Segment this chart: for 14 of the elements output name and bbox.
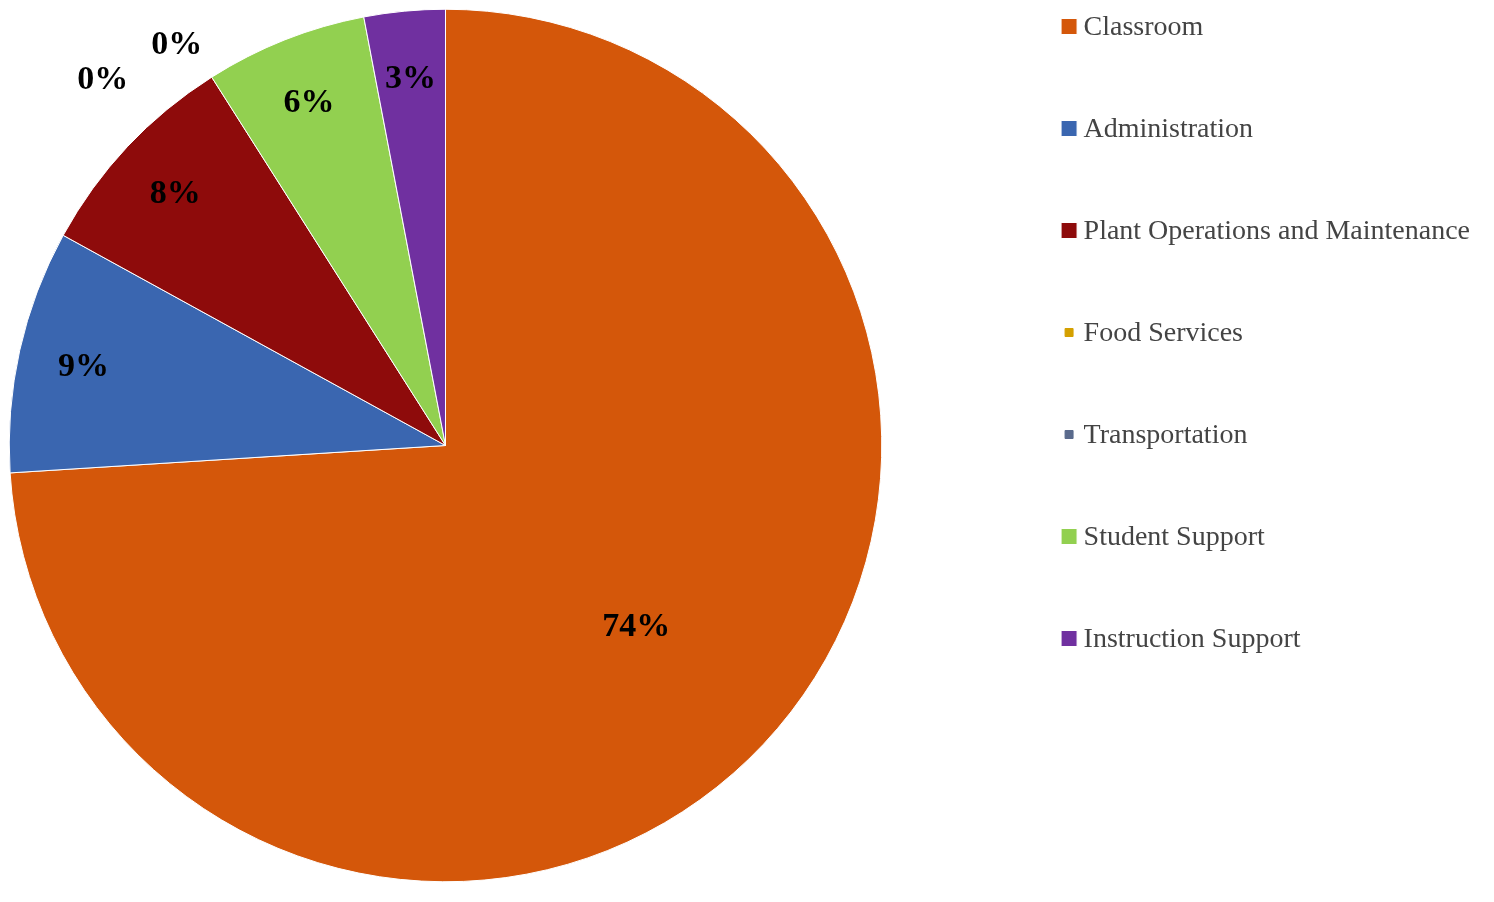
legend-label: Classroom: [1083, 10, 1204, 42]
data-label: 8%: [149, 173, 201, 211]
data-label: 74%: [602, 606, 671, 644]
text: 0%: [77, 58, 129, 96]
data-label: 3%: [385, 57, 437, 95]
text: 0%: [151, 23, 203, 61]
legend-label: Student Support: [1083, 520, 1265, 552]
legend-label: Transportation: [1083, 418, 1248, 450]
data-label: 6%: [283, 82, 335, 120]
data-label: 9%: [58, 346, 110, 384]
legend-label: Administration: [1083, 112, 1254, 144]
legend-label: Instruction Support: [1083, 622, 1301, 654]
legend-label: Plant Operations and Maintenance: [1083, 214, 1470, 246]
legend-label: Food Services: [1083, 316, 1243, 348]
